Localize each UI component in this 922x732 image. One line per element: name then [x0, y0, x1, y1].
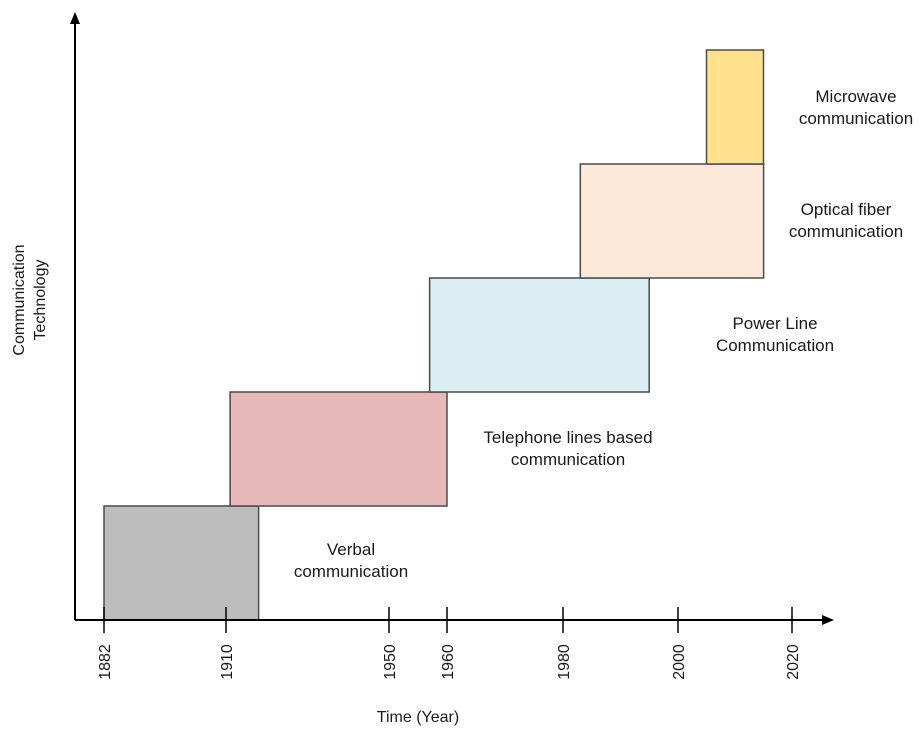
phase-label-line: Verbal	[327, 540, 375, 559]
phase-label-line: Power Line	[732, 314, 817, 333]
phase-label-5: Microwave communication	[799, 87, 913, 128]
phase-label-1: Verbal communication	[294, 540, 408, 581]
phase-label-3: Power Line Communication	[716, 314, 834, 355]
y-axis-title-line1: Communication	[11, 244, 28, 355]
phase-label-line: Microwave	[815, 87, 896, 106]
phase-label-2: Telephone lines based communication	[483, 428, 652, 469]
phase-box-4	[579, 163, 765, 279]
phase-label-line: communication	[294, 562, 408, 581]
x-tick-label: 1950	[382, 644, 399, 680]
y-axis-title-line2: Technology	[32, 260, 49, 341]
phase-boxes	[103, 49, 765, 621]
x-tick-label: 2020	[785, 644, 802, 680]
phase-label-line: Optical fiber	[801, 200, 892, 219]
phase-box-3	[428, 277, 650, 393]
phase-label-line: communication	[789, 222, 903, 241]
phase-box-2	[229, 391, 448, 507]
phase-box-1	[103, 505, 260, 621]
phase-label-line: Communication	[716, 336, 834, 355]
x-tick-label: 1882	[97, 644, 114, 680]
x-tick-label: 1910	[219, 644, 236, 680]
x-axis-ticks: 1882 1910 1950 1960 1980 2000 2020	[97, 607, 802, 680]
x-tick-label: 1980	[556, 644, 573, 680]
phase-box-5	[705, 49, 765, 165]
phase-label-line: communication	[511, 450, 625, 469]
phase-label-line: Telephone lines based	[483, 428, 652, 447]
x-axis-title: Time (Year)	[377, 709, 459, 726]
phase-label-4: Optical fiber communication	[789, 200, 903, 241]
x-tick-label: 2000	[671, 644, 688, 680]
phase-label-line: communication	[799, 109, 913, 128]
x-tick-label: 1960	[440, 644, 457, 680]
